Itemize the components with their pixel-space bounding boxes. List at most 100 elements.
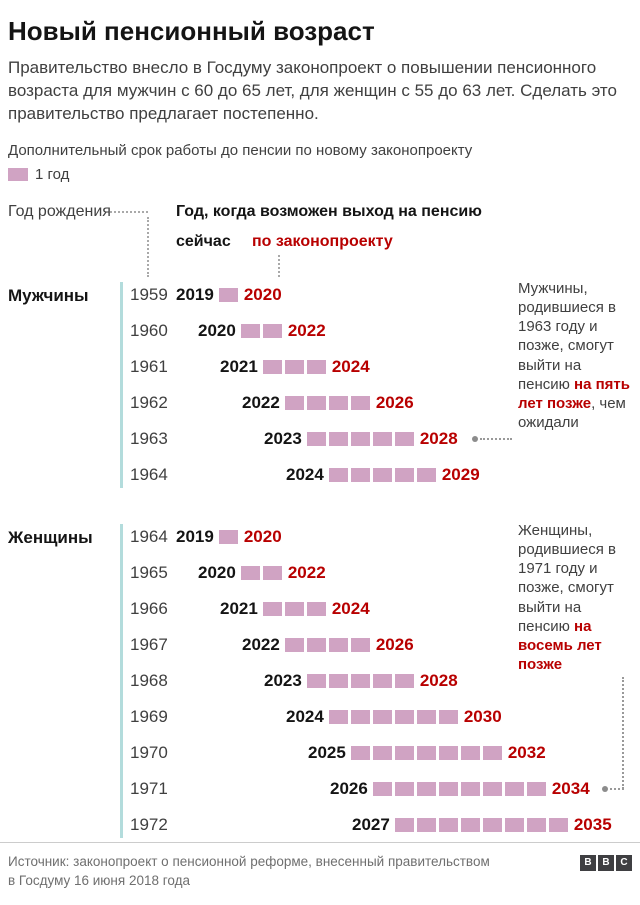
stair-indent xyxy=(176,788,330,789)
extra-year-square xyxy=(328,637,348,652)
proposed-pension-year: 2026 xyxy=(375,634,414,654)
extra-year-square xyxy=(350,395,370,410)
extra-year-square xyxy=(394,817,414,832)
birth-year-label: 1962 xyxy=(130,392,168,412)
connector-dot xyxy=(472,435,478,442)
current-pension-year: 2023 xyxy=(264,428,302,448)
extra-year-square xyxy=(328,673,348,688)
birth-year-label: 1963 xyxy=(130,428,168,448)
pension-row: 1964 2019 2020 xyxy=(130,519,640,555)
extra-year-square xyxy=(460,745,480,760)
current-pension-year: 2025 xyxy=(308,742,346,762)
current-pension-year: 2024 xyxy=(286,706,324,726)
birth-year-label: 1967 xyxy=(130,634,168,654)
extra-year-square xyxy=(328,431,348,446)
stair-indent xyxy=(176,644,242,645)
annotation-highlight: на пять лет позже xyxy=(518,375,630,412)
women-rows: 1964 2019 2020 1965 2020 2022 1966 2021 2024 1967… xyxy=(0,519,640,843)
proposed-pension-year: 2029 xyxy=(441,464,480,484)
proposed-pension-year: 2034 xyxy=(551,778,590,798)
birth-year-label: 1961 xyxy=(130,356,168,376)
by-law-column-header: по законопроекту xyxy=(252,232,393,250)
extra-year-square xyxy=(262,565,282,580)
legend-caption: Дополнительный срок работы до пенсии по … xyxy=(8,141,473,159)
extra-year-square xyxy=(306,395,326,410)
annotation-connector-line xyxy=(622,676,624,789)
extra-year-square xyxy=(350,637,370,652)
intro-text: Правительство внесло в Госдуму законопро… xyxy=(8,58,617,123)
extra-year-square xyxy=(328,467,348,482)
extra-years-squares xyxy=(284,395,370,410)
extra-year-square xyxy=(394,673,414,688)
pension-row: 1968 2023 2028 xyxy=(130,663,640,699)
pension-row: 1972 2027 2035 xyxy=(130,807,640,843)
extra-years-squares xyxy=(350,745,502,760)
dotted-leader-line xyxy=(110,210,148,213)
legend: 1 год xyxy=(0,159,640,183)
extra-year-square xyxy=(438,745,458,760)
extra-year-square xyxy=(328,395,348,410)
extra-year-square xyxy=(394,781,414,796)
legend-label: 1 год xyxy=(35,165,70,183)
extra-year-square xyxy=(262,359,282,374)
extra-year-square xyxy=(526,817,546,832)
extra-years-squares xyxy=(306,431,414,446)
extra-years-squares xyxy=(328,709,458,724)
extra-year-square xyxy=(394,431,414,446)
current-pension-year: 2023 xyxy=(264,670,302,690)
connector-dot xyxy=(602,785,608,792)
stair-indent xyxy=(176,474,286,475)
birth-year-label: 1968 xyxy=(130,670,168,690)
stair-indent xyxy=(176,330,198,331)
extra-year-square xyxy=(416,781,436,796)
birth-year-label: 1969 xyxy=(130,706,168,726)
current-pension-year: 2021 xyxy=(220,598,258,618)
men-rows: 1959 2019 2020 1960 2020 2022 1961 2021 2024 1962… xyxy=(0,277,640,493)
extra-years-squares xyxy=(262,359,326,374)
bbc-logo-block: B xyxy=(580,855,596,872)
extra-years-squares xyxy=(240,323,282,338)
page-title: Новый пенсионный возраст xyxy=(8,16,375,46)
proposed-pension-year: 2024 xyxy=(331,598,370,618)
extra-years-squares xyxy=(372,781,546,796)
source-text-line1: Источник: законопроект о пенсионной рефо… xyxy=(8,854,490,870)
annotation-text: Мужчины, родившиеся в 1963 году и позже,… xyxy=(518,279,616,393)
pension-row: 1969 2024 2030 xyxy=(130,699,640,735)
proposed-pension-year: 2020 xyxy=(243,526,282,546)
extra-year-square xyxy=(284,395,304,410)
current-pension-year: 2021 xyxy=(220,356,258,376)
extra-year-square xyxy=(526,781,546,796)
stair-indent xyxy=(176,572,198,573)
proposed-pension-year: 2028 xyxy=(419,428,458,448)
extra-year-square xyxy=(438,817,458,832)
pension-row: 1966 2021 2024 xyxy=(130,591,640,627)
section-axis-line xyxy=(120,523,123,838)
extra-year-square xyxy=(372,673,392,688)
current-pension-year: 2020 xyxy=(198,562,236,582)
extra-year-square xyxy=(306,601,326,616)
extra-year-square xyxy=(372,781,392,796)
extra-year-square xyxy=(306,431,326,446)
stair-indent xyxy=(176,716,286,717)
birth-year-label: 1964 xyxy=(130,464,168,484)
dotted-guide-line xyxy=(278,254,280,277)
stair-indent xyxy=(176,438,264,439)
pension-row: 1962 2022 2026 xyxy=(130,385,640,421)
current-pension-year: 2020 xyxy=(198,320,236,340)
extra-years-squares xyxy=(284,637,370,652)
stair-indent xyxy=(176,608,220,609)
current-pension-year: 2026 xyxy=(330,778,368,798)
extra-year-square xyxy=(416,745,436,760)
extra-year-square xyxy=(372,431,392,446)
pension-row: 1960 2020 2022 xyxy=(130,313,640,349)
extra-year-square xyxy=(548,817,568,832)
extra-year-square xyxy=(240,565,260,580)
extra-year-square xyxy=(394,467,414,482)
section-axis-line xyxy=(120,281,123,488)
extra-years-squares xyxy=(240,565,282,580)
extra-year-square xyxy=(262,323,282,338)
pension-row: 1961 2021 2024 xyxy=(130,349,640,385)
annotation-text: Женщины, родившиеся в 1971 году и позже,… xyxy=(518,521,616,635)
source-text-line2: в Госдуму 16 июня 2018 года xyxy=(8,873,190,889)
